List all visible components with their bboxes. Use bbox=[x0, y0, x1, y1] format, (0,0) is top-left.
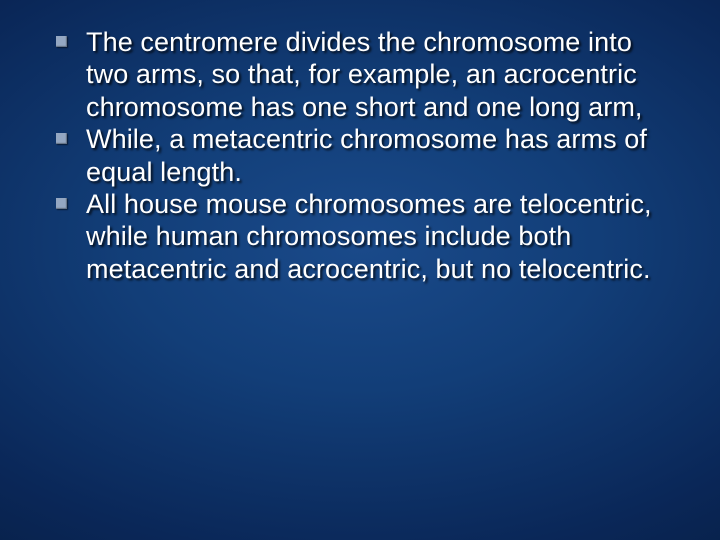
bullet-text: All house mouse chromosomes are telocent… bbox=[86, 189, 652, 284]
bullet-text: While, a metacentric chromosome has arms… bbox=[86, 124, 647, 186]
square-bullet-icon bbox=[56, 36, 67, 47]
list-item: While, a metacentric chromosome has arms… bbox=[56, 123, 680, 188]
slide: The centromere divides the chromosome in… bbox=[0, 0, 720, 540]
list-item: The centromere divides the chromosome in… bbox=[56, 26, 680, 123]
square-bullet-icon bbox=[56, 133, 67, 144]
bullet-list: The centromere divides the chromosome in… bbox=[56, 26, 680, 285]
list-item: All house mouse chromosomes are telocent… bbox=[56, 188, 680, 285]
square-bullet-icon bbox=[56, 198, 67, 209]
bullet-text: The centromere divides the chromosome in… bbox=[86, 27, 643, 122]
